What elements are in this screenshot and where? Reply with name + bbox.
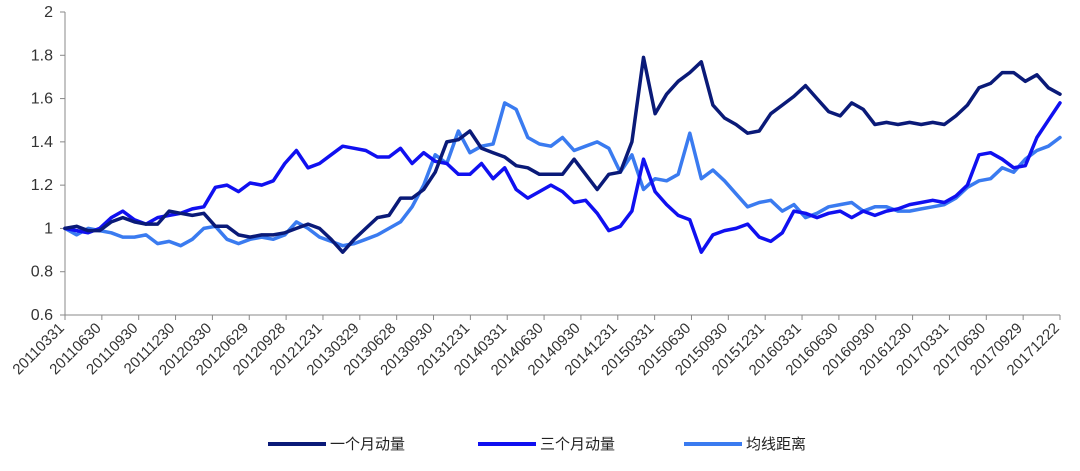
legend-label: 均线距离: [746, 435, 806, 453]
legend: 一个月动量 三个月动量 均线距离: [268, 435, 806, 453]
legend-label: 一个月动量: [330, 435, 405, 453]
series-layer: [63, 55, 1062, 254]
y-tick-label: 1.6: [31, 91, 53, 108]
y-tick-label: 2: [44, 4, 53, 21]
legend-label: 三个月动量: [540, 435, 615, 453]
y-tick-label: 0.8: [31, 264, 53, 281]
series-line: [63, 101, 1062, 254]
x-axis: 2011033120110630201109302011123020120330…: [9, 314, 1063, 379]
y-tick-label: 1: [44, 220, 53, 237]
y-tick-label: 1.4: [31, 134, 53, 151]
y-axis: 0.6 0.8 1 1.2 1.4 1.6 1.8 2: [31, 4, 66, 324]
series-line: [63, 55, 1062, 254]
y-tick-label: 0.6: [31, 307, 53, 324]
y-tick-label: 1.8: [31, 47, 53, 64]
y-tick-label: 1.2: [31, 177, 53, 194]
